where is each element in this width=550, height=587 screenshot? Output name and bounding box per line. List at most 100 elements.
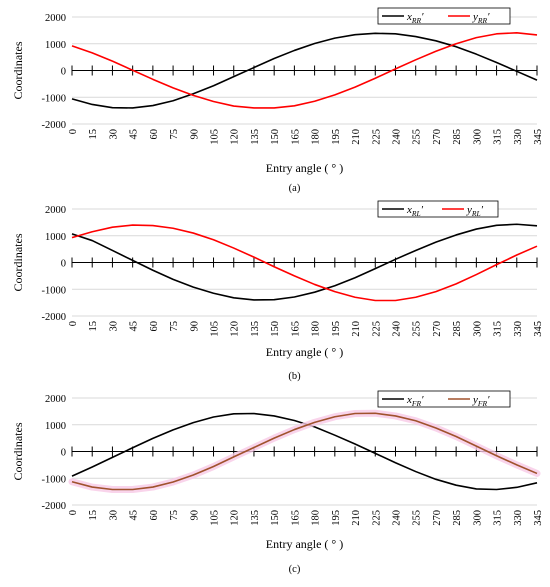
- x-tick-label: 240: [391, 129, 402, 145]
- panel-label: (a): [289, 183, 301, 194]
- panel-label: (b): [288, 371, 301, 382]
- legend-entry-x-FR: xFR′: [406, 394, 424, 408]
- y-tick-label: 2000: [45, 394, 66, 405]
- legend-entry-y-RR: yRR′: [472, 11, 490, 25]
- x-tick-label: 270: [432, 129, 443, 145]
- x-tick-label: 135: [250, 321, 261, 337]
- x-tick-label: 15: [88, 129, 99, 140]
- y-axis-title: Coordinates: [11, 41, 25, 99]
- legend-box: [377, 7, 511, 25]
- x-tick-label: 75: [169, 129, 180, 140]
- x-tick-label: 240: [391, 321, 402, 337]
- x-tick-label: 240: [391, 510, 402, 526]
- legend: xFR′ yFR′: [377, 390, 511, 408]
- series-line-x-RL: [71, 223, 538, 301]
- y-axis-title: Coordinates: [11, 422, 25, 480]
- y-tick-label: -2000: [42, 312, 67, 323]
- y-tick-label: 2000: [45, 13, 66, 24]
- legend-entry-x-RR: xRR′: [406, 11, 424, 25]
- x-tick-label: 120: [230, 129, 241, 145]
- x-tick-label: 345: [533, 510, 544, 526]
- x-tick-label: 255: [412, 510, 423, 526]
- x-axis-title: Entry angle ( ° ): [266, 161, 343, 175]
- y-tick-label: 2000: [45, 205, 66, 216]
- x-tick-label: 15: [88, 510, 99, 521]
- x-tick-label: 300: [472, 510, 483, 526]
- x-tick-label: 165: [290, 510, 301, 526]
- y-tick-label: 0: [61, 259, 66, 270]
- x-tick-label: 0: [68, 129, 79, 134]
- x-tick-label: 165: [290, 129, 301, 145]
- y-tick-label: -1000: [42, 285, 67, 296]
- x-tick-label: 90: [189, 321, 200, 332]
- x-axis-title: Entry angle ( ° ): [266, 345, 343, 359]
- x-tick-label: 0: [68, 510, 79, 515]
- x-tick-label: 75: [169, 321, 180, 332]
- x-tick-label: 180: [311, 321, 322, 337]
- x-tick-label: 60: [149, 510, 160, 521]
- x-tick-label: 180: [311, 510, 322, 526]
- x-tick-label: 330: [513, 129, 524, 145]
- series-line-y-RR: [71, 31, 538, 109]
- x-tick-label: 315: [493, 129, 504, 145]
- x-tick-label: 255: [412, 129, 423, 145]
- y-tick-label: -1000: [42, 474, 67, 485]
- x-tick-label: 105: [210, 129, 221, 145]
- legend-box: [377, 390, 511, 408]
- x-tick-label: 105: [210, 510, 221, 526]
- series-line-x-RR: [71, 32, 538, 109]
- x-tick-label: 150: [270, 129, 281, 145]
- x-tick-label: 225: [371, 510, 382, 526]
- x-tick-label: 195: [331, 129, 342, 145]
- chart-panel-3: 2000 1000 0 -1000 -2000 Coordinates 0 15 30 45 60 7…: [11, 390, 544, 575]
- x-tick-label: 30: [108, 510, 119, 521]
- legend-box: [377, 200, 499, 218]
- x-tick-label: 45: [129, 321, 140, 332]
- series-line-y-RL: [71, 224, 538, 302]
- y-tick-label: 1000: [45, 40, 66, 51]
- x-tick-label: 120: [230, 510, 241, 526]
- x-tick-label: 330: [513, 321, 524, 337]
- x-tick-label: 135: [250, 510, 261, 526]
- x-tick-label: 165: [290, 321, 301, 337]
- x-axis-title: Entry angle ( ° ): [266, 537, 343, 551]
- legend-entry-y-FR: yFR′: [472, 394, 490, 408]
- y-tick-label: -1000: [42, 93, 67, 104]
- y-tick-label: 1000: [45, 232, 66, 243]
- x-tick-label: 270: [432, 321, 443, 337]
- x-tick-label: 180: [311, 129, 322, 145]
- x-tick-label: 300: [472, 321, 483, 337]
- x-tick-label: 90: [189, 510, 200, 521]
- x-tick-label: 210: [351, 129, 362, 145]
- y-tick-label: 1000: [45, 421, 66, 432]
- x-tick-label: 210: [351, 321, 362, 337]
- x-tick-label: 195: [331, 321, 342, 337]
- x-tick-label: 330: [513, 510, 524, 526]
- x-tick-label: 75: [169, 510, 180, 521]
- series-line-y-FR: [71, 412, 538, 491]
- legend-entry-x-RL: xRL′: [406, 204, 424, 218]
- y-tick-label: -2000: [42, 501, 67, 512]
- x-tick-label: 30: [108, 321, 119, 332]
- x-tick-label: 225: [371, 321, 382, 337]
- legend: xRR′ yRR′: [377, 7, 511, 25]
- x-tick-label: 195: [331, 510, 342, 526]
- x-tick-label: 105: [210, 321, 221, 337]
- chart-panel-1: 2000 1000 0 -1000 -2000 Coordinates 0 15 30 45 60 7…: [11, 7, 544, 194]
- x-tick-label: 60: [149, 129, 160, 140]
- x-tick-label: 315: [493, 321, 504, 337]
- x-tick-label: 315: [493, 510, 504, 526]
- y-axis-title: Coordinates: [11, 233, 25, 291]
- x-tick-label: 15: [88, 321, 99, 332]
- x-tick-label: 30: [108, 129, 119, 140]
- y-tick-label: 0: [61, 67, 66, 78]
- x-tick-label: 90: [189, 129, 200, 140]
- x-tick-label: 345: [533, 129, 544, 145]
- x-tick-label: 0: [68, 321, 79, 326]
- x-tick-label: 270: [432, 510, 443, 526]
- x-tick-label: 210: [351, 510, 362, 526]
- x-tick-label: 45: [129, 510, 140, 521]
- x-tick-label: 285: [452, 510, 463, 526]
- x-tick-label: 120: [230, 321, 241, 337]
